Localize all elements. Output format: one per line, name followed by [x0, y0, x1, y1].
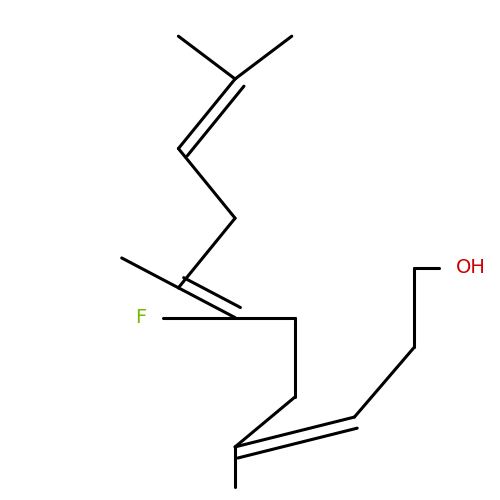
Text: F: F	[135, 308, 146, 327]
Text: OH: OH	[456, 258, 486, 278]
